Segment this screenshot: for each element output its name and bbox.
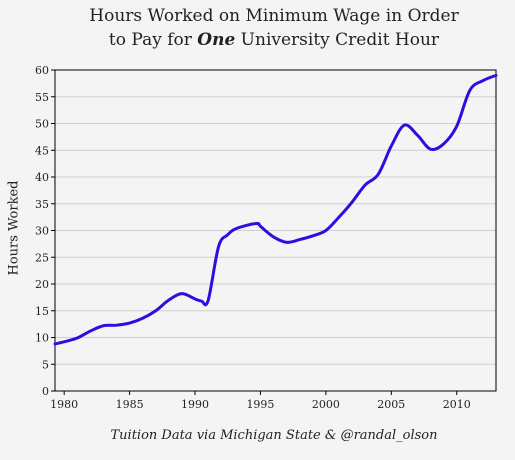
y-tick-label-5: 5 [42,358,49,371]
y-tick-label-45: 45 [35,144,49,157]
y-tick-label-40: 40 [35,171,49,184]
chart-title: Hours Worked on Minimum Wage in Order to… [0,4,515,52]
chart-title-line-2: to Pay for One University Credit Hour [0,28,515,52]
y-tick-label-50: 50 [35,118,49,131]
y-axis-ticks: 0 5 10 15 20 25 30 35 40 45 50 55 60 [35,64,55,398]
chart-title-emphasis: One [197,30,236,50]
x-axis-ticks: 1980 1985 1990 1995 2000 2005 2010 [50,391,471,411]
y-tick-label-55: 55 [35,91,49,104]
x-tick-label-2000: 2000 [312,398,340,411]
x-tick-label-2005: 2005 [377,398,405,411]
series-line [53,73,498,346]
y-tick-label-15: 15 [35,305,49,318]
chart-title-line-2-pre: to Pay for [108,30,198,50]
chart-title-line-1: Hours Worked on Minimum Wage in Order [89,6,459,26]
x-tick-label-1990: 1990 [181,398,209,411]
source-credit: Tuition Data via Michigan State & @randa… [110,428,438,443]
y-tick-label-60: 60 [35,64,49,77]
x-tick-label-1980: 1980 [50,398,78,411]
y-tick-label-30: 30 [35,225,49,238]
x-tick-label-2010: 2010 [443,398,471,411]
y-tick-label-35: 35 [35,198,49,211]
y-tick-label-0: 0 [42,385,49,398]
y-tick-label-10: 10 [35,332,49,345]
y-tick-label-25: 25 [35,251,49,264]
x-tick-label-1995: 1995 [246,398,274,411]
y-tick-label-20: 20 [35,278,49,291]
x-tick-label-1985: 1985 [116,398,144,411]
chart-title-line-2-post: University Credit Hour [235,30,440,50]
grid-lines [55,96,496,365]
